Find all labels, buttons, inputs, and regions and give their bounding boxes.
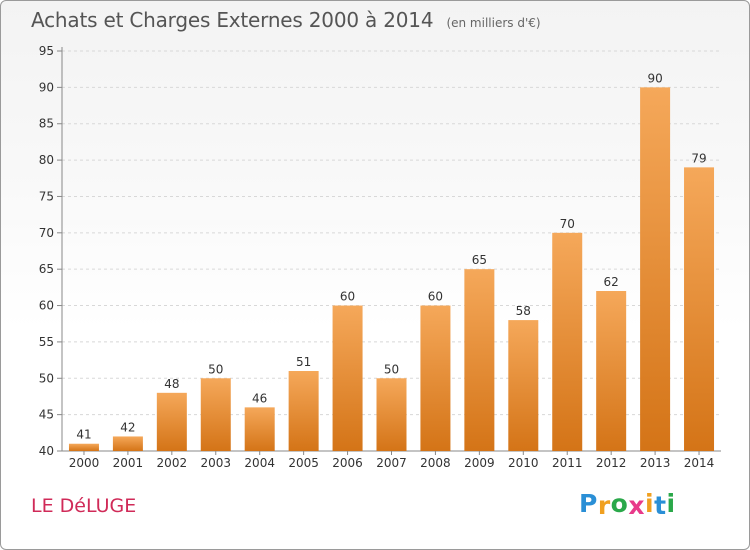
value-label-2000: 41 bbox=[76, 428, 91, 442]
x-tick-label-2010: 2010 bbox=[508, 456, 539, 470]
proxiti-logo[interactable]: Proxiti bbox=[579, 489, 676, 520]
value-label-2004: 46 bbox=[252, 391, 267, 405]
logo-letter: i bbox=[645, 489, 655, 518]
bar-2007 bbox=[376, 378, 407, 451]
x-tick-label-2001: 2001 bbox=[113, 456, 144, 470]
y-tick-label: 95 bbox=[39, 44, 54, 58]
bar-2012 bbox=[596, 291, 627, 451]
y-tick-label: 85 bbox=[39, 117, 54, 131]
bar-2013 bbox=[640, 87, 671, 451]
value-label-2012: 62 bbox=[604, 275, 619, 289]
title-bar: Achats et Charges Externes 2000 à 2014 (… bbox=[31, 8, 541, 32]
value-label-2014: 79 bbox=[691, 151, 706, 165]
y-tick-label: 40 bbox=[39, 444, 54, 458]
x-tick-label-2004: 2004 bbox=[244, 456, 275, 470]
y-tick-label: 65 bbox=[39, 262, 54, 276]
x-tick-label-2006: 2006 bbox=[332, 456, 363, 470]
bars bbox=[68, 87, 715, 451]
x-tick-label-2009: 2009 bbox=[464, 456, 495, 470]
value-label-2013: 90 bbox=[647, 71, 662, 85]
commune-name: LE DéLUGE bbox=[31, 495, 137, 517]
value-label-2003: 50 bbox=[208, 362, 223, 376]
value-label-2005: 51 bbox=[296, 355, 311, 369]
x-tick-label-2012: 2012 bbox=[596, 456, 627, 470]
x-tick-label-2011: 2011 bbox=[552, 456, 583, 470]
bar-2000 bbox=[68, 443, 99, 451]
logo-letter: x bbox=[628, 491, 645, 520]
x-tick-label-2002: 2002 bbox=[157, 456, 188, 470]
bar-2014 bbox=[684, 167, 715, 451]
value-label-2001: 42 bbox=[120, 420, 135, 434]
bar-2010 bbox=[508, 320, 539, 451]
x-tick-label-2014: 2014 bbox=[684, 456, 715, 470]
value-label-2007: 50 bbox=[384, 362, 399, 376]
value-label-2010: 58 bbox=[516, 304, 531, 318]
logo-letter: r bbox=[597, 491, 611, 520]
x-tick-label-2008: 2008 bbox=[420, 456, 451, 470]
value-label-2009: 65 bbox=[472, 253, 487, 267]
value-label-2002: 48 bbox=[164, 377, 179, 391]
bar-2001 bbox=[112, 436, 143, 451]
logo-letter: P bbox=[579, 489, 598, 518]
chart-title: Achats et Charges Externes 2000 à 2014 bbox=[31, 8, 434, 32]
value-label-2008: 60 bbox=[428, 290, 443, 304]
x-tick-label-2013: 2013 bbox=[640, 456, 671, 470]
y-tick-label: 70 bbox=[39, 226, 54, 240]
value-label-2011: 70 bbox=[560, 217, 575, 231]
bar-2006 bbox=[332, 305, 363, 451]
labels: 40 45 50 55 60 65 70 75 80 85 90 95 41 2000 42 2001 48 20… bbox=[39, 44, 715, 470]
bar-2003 bbox=[200, 378, 231, 451]
bar-2008 bbox=[420, 305, 451, 451]
bar-2009 bbox=[464, 269, 495, 451]
x-tick-label-2007: 2007 bbox=[376, 456, 407, 470]
y-tick-label: 50 bbox=[39, 371, 54, 385]
value-label-2006: 60 bbox=[340, 290, 355, 304]
y-tick-label: 75 bbox=[39, 189, 54, 203]
y-tick-label: 80 bbox=[39, 153, 54, 167]
y-tick-label: 90 bbox=[39, 80, 54, 94]
bar-2002 bbox=[156, 392, 187, 451]
logo-letter: t bbox=[654, 491, 667, 520]
y-tick-label: 60 bbox=[39, 299, 54, 313]
y-tick-label: 45 bbox=[39, 408, 54, 422]
bar-2004 bbox=[244, 407, 275, 451]
bar-2005 bbox=[288, 371, 319, 451]
x-tick-label-2000: 2000 bbox=[69, 456, 100, 470]
logo-letter: i bbox=[666, 489, 676, 518]
x-tick-label-2005: 2005 bbox=[288, 456, 319, 470]
x-tick-label-2003: 2003 bbox=[200, 456, 231, 470]
y-tick-label: 55 bbox=[39, 335, 54, 349]
chart-unit: (en milliers d'€) bbox=[446, 16, 541, 30]
bar-2011 bbox=[552, 232, 583, 451]
logo-letter: o bbox=[610, 489, 629, 518]
